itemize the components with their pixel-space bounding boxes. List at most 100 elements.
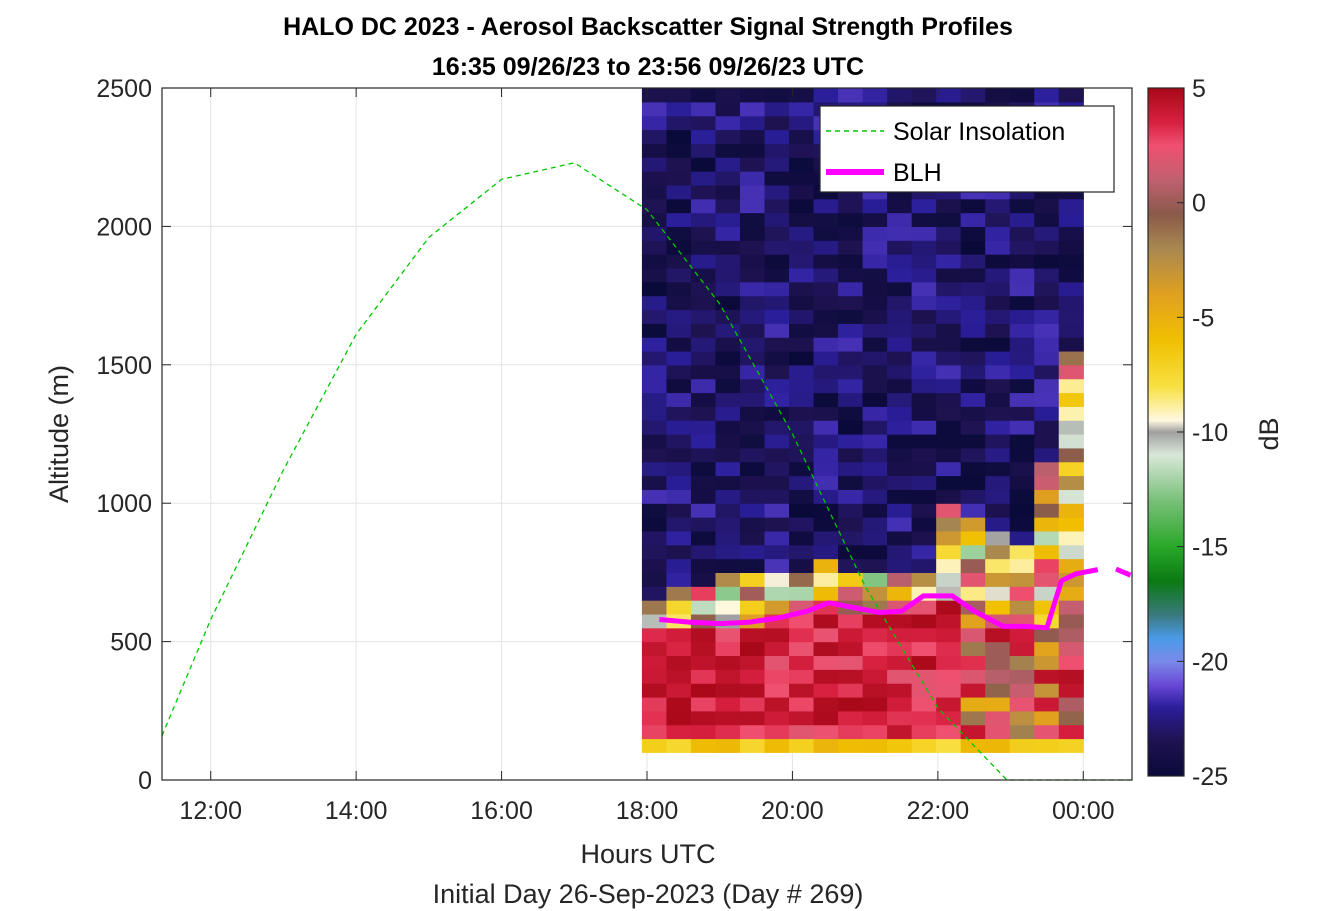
heatmap-cell xyxy=(666,171,692,186)
heatmap-cell xyxy=(690,572,717,587)
heatmap-cell xyxy=(1009,323,1035,338)
heatmap-cell xyxy=(887,530,913,546)
heatmap-cell xyxy=(862,558,888,573)
heatmap-cell xyxy=(813,669,839,684)
heatmap-cell xyxy=(1058,88,1084,103)
heatmap-cell xyxy=(960,350,986,366)
heatmap-cell xyxy=(911,406,937,421)
heatmap-cell xyxy=(1034,309,1060,324)
heatmap-cell xyxy=(813,434,839,449)
heatmap-cell xyxy=(690,323,717,338)
heatmap-cell xyxy=(789,696,815,712)
heatmap-cell xyxy=(1058,198,1084,214)
heatmap-cell xyxy=(813,350,839,366)
heatmap-cell xyxy=(739,420,766,435)
heatmap-cell xyxy=(911,724,937,740)
heatmap-cell xyxy=(838,406,864,421)
heatmap-cell xyxy=(1058,281,1084,297)
heatmap-cell xyxy=(1009,212,1035,227)
heatmap-cell xyxy=(715,420,741,435)
heatmap-cell xyxy=(764,627,790,643)
heatmap-cell xyxy=(1034,350,1060,366)
heatmap-cell xyxy=(838,517,864,532)
heatmap-cell xyxy=(739,683,766,698)
x-tick-label: 22:00 xyxy=(907,797,970,825)
blh-line xyxy=(659,567,1099,631)
heatmap-cell xyxy=(838,198,864,214)
heatmap-cell xyxy=(764,392,790,407)
heatmap-cell xyxy=(789,641,815,657)
heatmap-cell xyxy=(789,115,815,131)
heatmap-cell xyxy=(690,212,717,227)
heatmap-cell xyxy=(985,295,1011,311)
heatmap-cell xyxy=(739,295,766,311)
heatmap-cell xyxy=(1034,710,1060,726)
heatmap-cell xyxy=(936,641,962,657)
heatmap-cell xyxy=(911,281,937,297)
heatmap-cell xyxy=(715,710,741,726)
heatmap-cell xyxy=(666,696,692,712)
heatmap-cell xyxy=(715,696,741,712)
heatmap-cell xyxy=(936,378,962,394)
heatmap-cell xyxy=(764,350,790,366)
heatmap-cell xyxy=(666,337,692,352)
heatmap-cell xyxy=(1034,696,1060,712)
heatmap-cell xyxy=(789,710,815,726)
heatmap-cell xyxy=(715,669,741,684)
heatmap-cell xyxy=(838,738,864,753)
heatmap-cell xyxy=(1034,447,1060,463)
heatmap-cell xyxy=(739,88,766,103)
heatmap-cell xyxy=(666,461,692,477)
heatmap-cell xyxy=(641,350,668,366)
heatmap-cell xyxy=(985,683,1011,698)
heatmap-cell xyxy=(715,115,741,131)
heatmap-cell xyxy=(641,212,668,227)
heatmap-cell xyxy=(813,489,839,504)
heatmap-cell xyxy=(1009,378,1035,394)
heatmap-cell xyxy=(862,212,888,227)
heatmap-cell xyxy=(764,129,790,144)
heatmap-cell xyxy=(1009,281,1035,297)
heatmap-cell xyxy=(936,447,962,463)
heatmap-cell xyxy=(789,226,815,241)
heatmap-cell xyxy=(764,226,790,241)
heatmap-cell xyxy=(911,613,937,629)
heatmap-cell xyxy=(666,544,692,560)
heatmap-cell xyxy=(960,544,986,560)
heatmap-cell xyxy=(911,267,937,283)
heatmap-cell xyxy=(936,364,962,380)
heatmap-cell xyxy=(862,627,888,643)
heatmap-cell xyxy=(666,212,692,227)
heatmap-cell xyxy=(690,337,717,352)
heatmap-cell xyxy=(887,254,913,269)
heatmap-cell xyxy=(838,544,864,560)
heatmap-cell xyxy=(739,157,766,172)
heatmap-cell xyxy=(690,558,717,573)
heatmap-cell xyxy=(936,544,962,560)
heatmap-cell xyxy=(911,447,937,463)
heatmap-cell xyxy=(739,101,766,117)
heatmap-cell xyxy=(764,586,790,601)
heatmap-cell xyxy=(813,267,839,283)
heatmap-cell xyxy=(764,240,790,255)
heatmap-cell xyxy=(960,489,986,504)
heatmap-cell xyxy=(1009,461,1035,477)
series-lines xyxy=(161,162,1132,781)
heatmap-cell xyxy=(985,281,1011,297)
heatmap-cell xyxy=(690,240,717,255)
heatmap-cell xyxy=(985,350,1011,366)
heatmap-cell xyxy=(887,641,913,657)
heatmap-cell xyxy=(985,517,1011,532)
heatmap-cell xyxy=(985,544,1011,560)
heatmap-cell xyxy=(862,378,888,394)
heatmap-cell xyxy=(739,240,766,255)
heatmap-cell xyxy=(666,157,692,172)
heatmap-cell xyxy=(666,143,692,158)
heatmap-cell xyxy=(911,572,937,587)
heatmap-cell xyxy=(838,378,864,394)
heatmap-cell xyxy=(715,544,741,560)
heatmap-cell xyxy=(862,517,888,532)
heatmap-cell xyxy=(641,669,668,684)
heatmap-cell xyxy=(911,364,937,380)
heatmap-cell xyxy=(862,434,888,449)
